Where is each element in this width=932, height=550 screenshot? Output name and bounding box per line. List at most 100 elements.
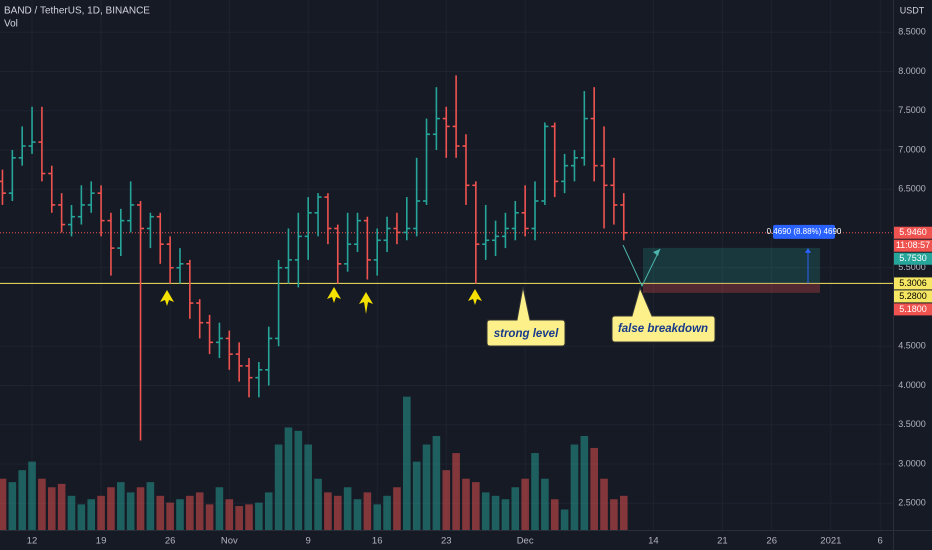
x-tick-label: 9 <box>306 536 311 547</box>
price-label: 5.2800 <box>899 291 927 301</box>
y-tick-label: 8.5000 <box>898 27 926 37</box>
price-label-box <box>894 303 932 316</box>
volume-bar <box>462 478 470 530</box>
volume-bar <box>442 470 451 530</box>
y-tick-label: 8.0000 <box>898 66 926 76</box>
volume-bar <box>235 506 243 530</box>
volume-bar <box>38 478 46 530</box>
volume-bar <box>412 461 421 530</box>
volume-bar <box>294 430 303 530</box>
arrow <box>327 287 341 303</box>
annotation: strong level <box>494 328 559 340</box>
x-tick-label: 26 <box>766 536 777 547</box>
price-axis: 8.5000 8.0000 7.5000 7.0000 6.5000 5.5000 4.50… <box>894 27 932 508</box>
y-tick-label: 2.5000 <box>898 498 926 508</box>
price-label-box <box>894 277 932 290</box>
volume-bar <box>255 502 263 530</box>
volume-bar <box>97 495 105 530</box>
position-tool: 0.4690 (8.88%) 4690 <box>643 224 842 293</box>
loss-zone <box>643 283 820 293</box>
price-label-box <box>894 226 932 239</box>
volume-bar <box>511 487 520 530</box>
callout-box <box>486 286 566 347</box>
volume-bar <box>215 487 224 530</box>
volume-bar <box>126 492 135 530</box>
y-tick-label: 3.5000 <box>898 419 926 429</box>
y-tick-label: 3.0000 <box>898 458 926 468</box>
volume-bar <box>432 435 441 530</box>
volume-bar <box>264 492 273 530</box>
volume-bar <box>501 499 510 530</box>
countdown: 11:08:57 <box>896 240 930 250</box>
volume-bar <box>333 495 342 530</box>
price-label-box <box>894 290 932 303</box>
levels <box>0 232 893 284</box>
volume-bar <box>570 444 579 530</box>
volume-bar <box>491 495 500 530</box>
x-tick-label: 2021 <box>820 536 841 547</box>
volume-bar <box>472 482 480 530</box>
price-label: 5.1800 <box>899 304 927 314</box>
volume-bar <box>136 487 145 530</box>
volume-bar <box>550 499 559 530</box>
x-tick-label: 21 <box>717 536 728 547</box>
y-tick-label: 7.0000 <box>898 144 926 154</box>
volume-bar <box>0 478 7 530</box>
volume-bar <box>205 504 214 530</box>
volume-bar <box>195 492 204 530</box>
profit-zone <box>643 247 820 284</box>
x-tick-label: Dec <box>517 536 534 547</box>
arrow <box>359 292 373 314</box>
volume-bar <box>77 504 86 530</box>
volume-bar <box>67 495 76 530</box>
measure-label-box <box>773 224 835 239</box>
y-tick-label: 7.5000 <box>898 105 926 115</box>
countdown-box <box>894 239 932 252</box>
price-label: 5.7530 <box>899 253 927 263</box>
volume-bar <box>610 499 618 530</box>
volume-bar <box>373 504 382 530</box>
arrow <box>160 290 174 306</box>
x-tick-label: 26 <box>165 536 176 547</box>
volume-bar <box>57 483 66 530</box>
x-tick-label: 14 <box>648 536 659 547</box>
volume-bar <box>87 499 96 530</box>
volume-bar <box>560 509 569 530</box>
volume-bar <box>343 487 352 530</box>
volume-bar <box>28 461 36 530</box>
y-tick-label: 4.0000 <box>898 380 926 390</box>
price-pane <box>0 75 628 441</box>
x-tick-label: 6 <box>878 536 883 547</box>
volume-bar <box>403 396 411 530</box>
volume-bar <box>324 492 332 530</box>
volume-bar <box>156 495 165 530</box>
x-tick-label: Nov <box>221 536 238 547</box>
volume-bar <box>176 499 184 530</box>
volume-bar <box>393 487 401 530</box>
volume-bar <box>383 495 391 530</box>
x-tick-label: 23 <box>441 536 452 547</box>
volume-bar <box>353 499 362 530</box>
volume-bar <box>363 492 372 530</box>
measure-arrowhead <box>805 247 811 253</box>
x-tick-label: 16 <box>372 536 383 547</box>
volume-bar <box>619 495 628 530</box>
volume-bar <box>600 478 608 530</box>
volume-bar <box>284 427 293 530</box>
volume-bar <box>452 453 460 530</box>
projection-path <box>622 244 661 288</box>
volume-bar <box>186 495 194 530</box>
volume-bar <box>531 453 539 530</box>
y-tick-label: 5.5000 <box>898 262 926 272</box>
volume-bar <box>8 482 17 530</box>
measure-label: 0.4690 (8.88%) 4690 <box>767 227 842 236</box>
volume-bar <box>580 435 589 530</box>
y-tick-label: 4.5000 <box>898 341 926 351</box>
volume-bar <box>304 444 312 530</box>
volume-bar <box>245 504 253 530</box>
volume-bar <box>166 502 174 530</box>
projection-arrowhead <box>653 249 660 256</box>
volume-bar <box>117 482 125 530</box>
price-label: 5.3006 <box>899 278 927 288</box>
